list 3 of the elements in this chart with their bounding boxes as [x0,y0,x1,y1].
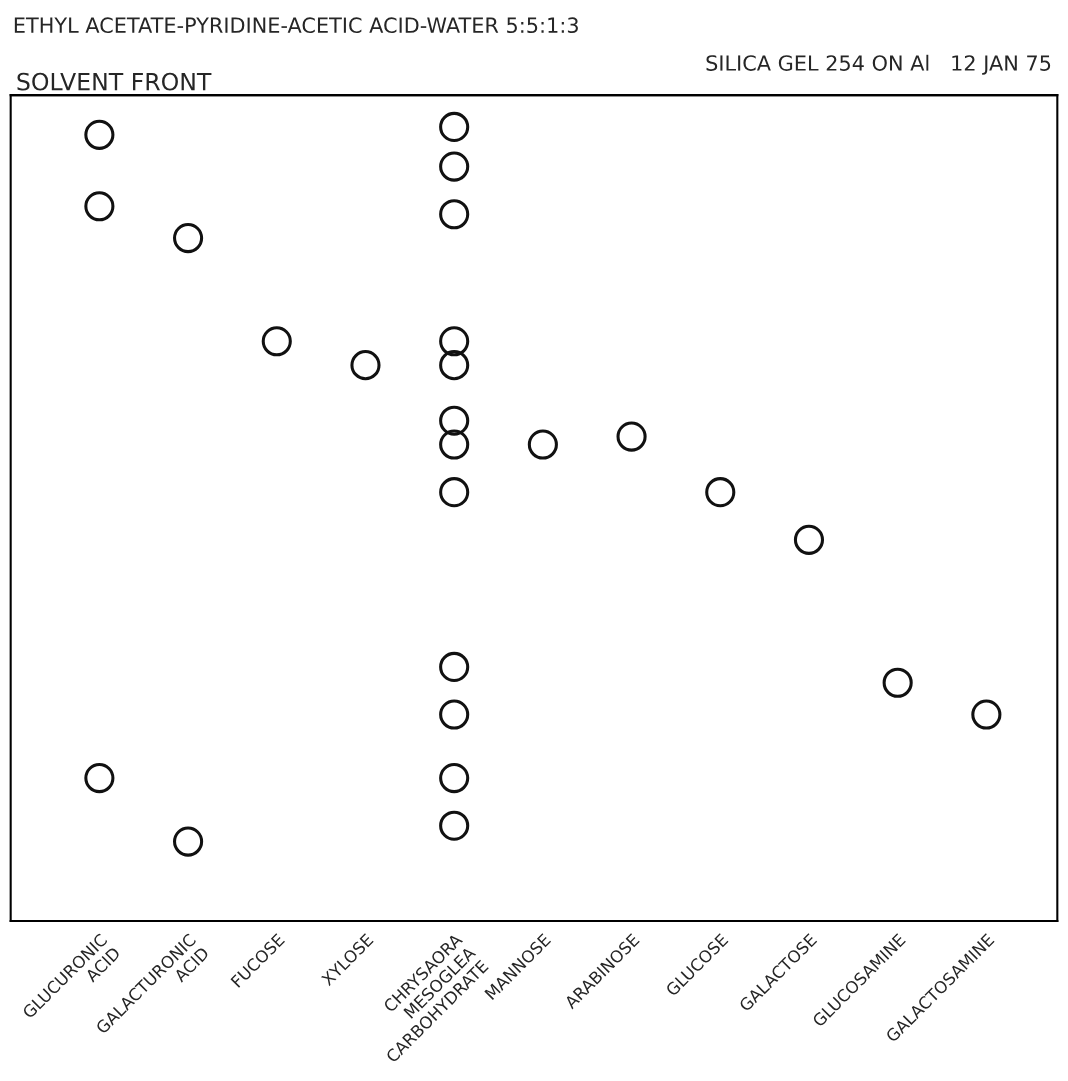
text: SILICA GEL 254 ON Al 12 JAN 75 [706,54,1051,75]
chart-title: ETHYL ACETATE-PYRIDINE-ACETIC ACID-WATER 5:5:1:3 [14,17,578,34]
ref-line-label: SOLVENT FRONT [17,72,212,91]
